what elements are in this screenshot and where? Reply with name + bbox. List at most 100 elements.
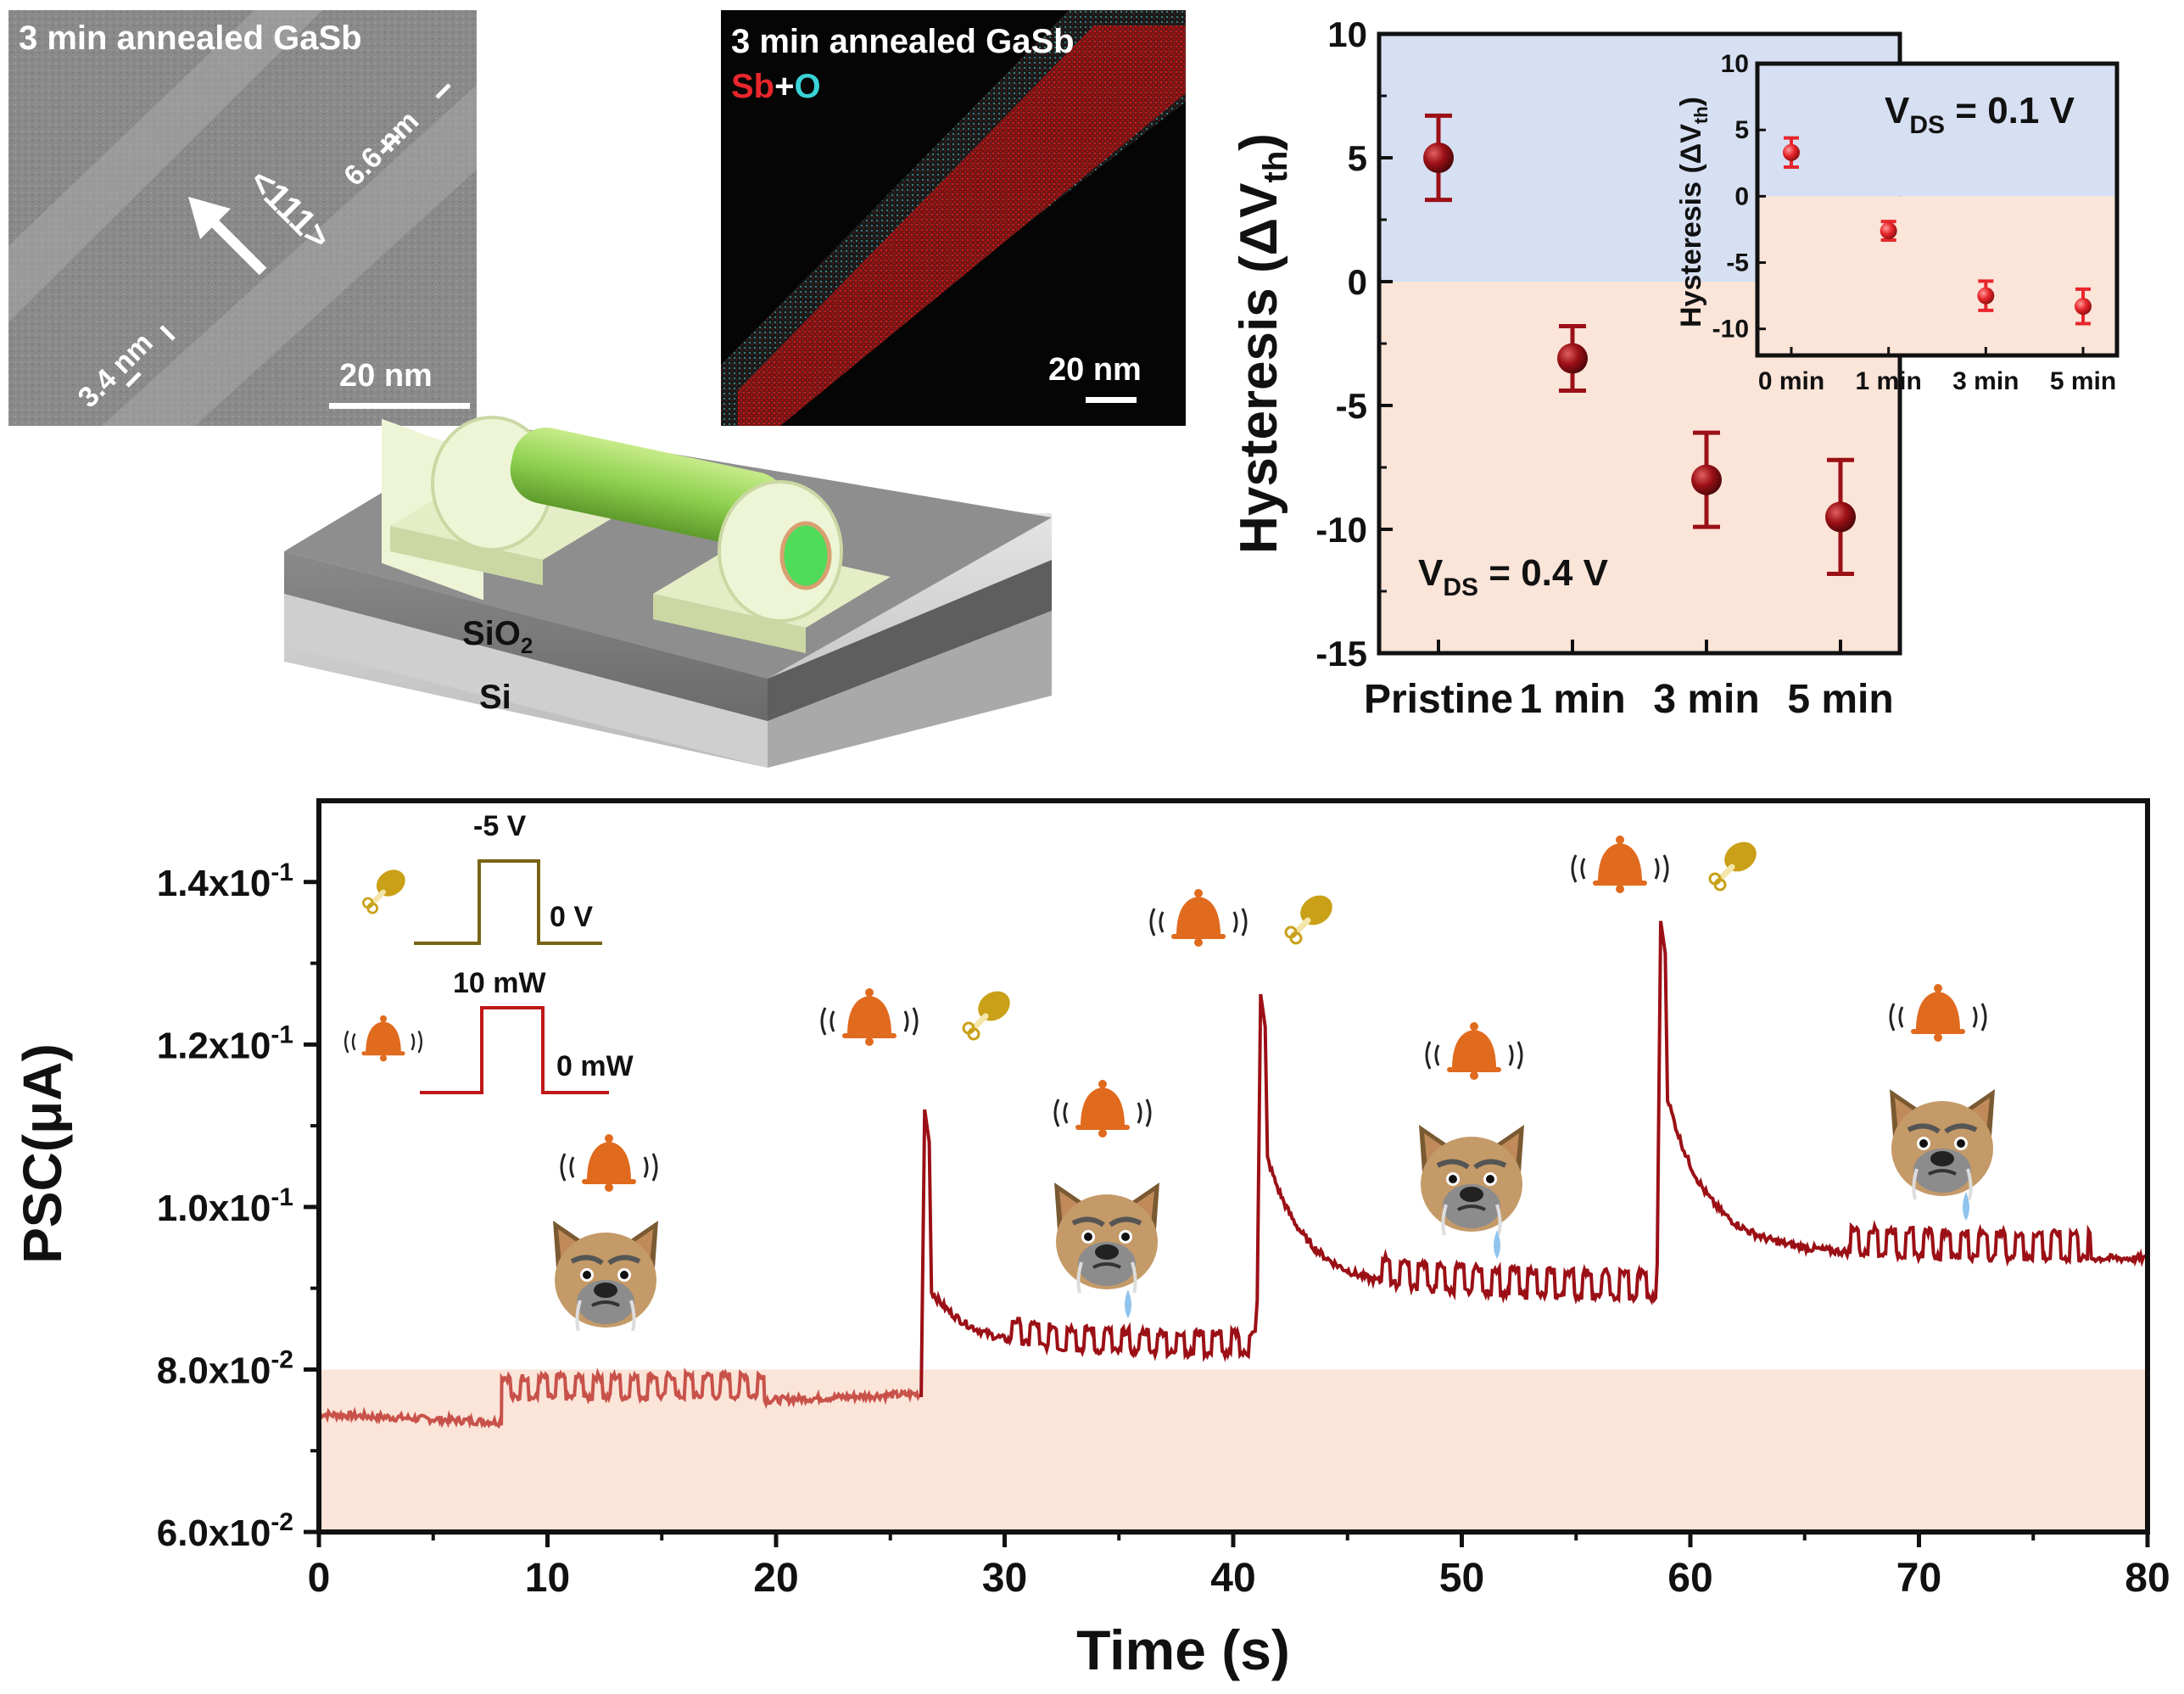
cartoon-stage-4	[1571, 834, 1995, 1221]
psc-ticks: 0 10 20 30 40 50 60 70 80 6.0x10-2 8.0x10-2 1.0x10-…	[157, 858, 2170, 1601]
inset-ytick-label: 5	[1734, 116, 1749, 144]
nanowire-end	[779, 521, 832, 590]
psc-ylabel: PSC(μA)	[12, 1043, 73, 1264]
bell-icon	[1571, 834, 1669, 895]
tem-image-panel: 3 min annealed GaSb <111> 6.6 nm 3.4 nm …	[8, 10, 477, 426]
hysteresis-inset: -10 -5 0 5 10 0 min 1 min 3 min 5 min Hysteresis…	[1675, 50, 2120, 395]
psc-ytick-label: 1.4x10-1	[157, 858, 293, 904]
inset-xtick-label: 0 min	[1758, 367, 1824, 395]
layer-oxide-label: SiO2	[462, 615, 533, 658]
psc-xtick-label: 0	[308, 1556, 331, 1601]
psc-xtick-label: 70	[1896, 1556, 1941, 1601]
light-low-label: 0 mW	[556, 1050, 634, 1082]
psc-xtick-label: 40	[1210, 1556, 1255, 1601]
dog-face-icon	[1419, 1125, 1524, 1235]
inset-ytick-label: 10	[1721, 50, 1749, 78]
psc-series	[318, 920, 2148, 1429]
inset-point	[1977, 287, 1995, 305]
psc-ytick-label: 6.0x10-2	[157, 1508, 293, 1554]
psc-xtick-label: 60	[1667, 1556, 1712, 1601]
tem-title: 3 min annealed GaSb	[19, 20, 362, 57]
bell-icon	[1053, 1078, 1152, 1139]
psc-chart: 0 10 20 30 40 50 60 70 80 6.0x10-2 8.0x10-2 1.0x10-…	[12, 798, 2170, 1681]
bone-icon	[1286, 889, 1338, 943]
tem-scale-label: 20 nm	[339, 358, 433, 394]
psc-xtick-label: 10	[525, 1556, 570, 1601]
cartoon-stage-1	[553, 1132, 658, 1331]
device-schematic: SiO2 Si	[284, 416, 1052, 768]
psc-ytick-label: 1.0x10-1	[157, 1183, 293, 1229]
bell-icon	[560, 1132, 658, 1194]
inset-ytick-label: -5	[1726, 249, 1749, 277]
light-high-label: 10 mW	[453, 967, 546, 999]
cartoon-stage-2	[820, 985, 1159, 1318]
psc-ytick-label: 1.2x10-1	[157, 1020, 293, 1066]
psc-trace-below-threshold	[318, 1367, 921, 1429]
hysteresis-xtick-label: 1 min	[1519, 677, 1625, 722]
nanowire-rod	[510, 428, 788, 548]
inset-xtick-label: 1 min	[1855, 367, 1921, 395]
inset-annotation: VDS = 0.1 V	[1885, 90, 2075, 139]
hysteresis-xtick-label: 5 min	[1787, 677, 1893, 722]
gate-pulse-trace	[414, 859, 602, 945]
eds-legend-o: O	[794, 68, 820, 105]
bell-icon	[1425, 1020, 1523, 1082]
stimulus-legend: -5 V 0 V 10 mW 0 mW	[344, 810, 634, 1094]
dog-face-icon	[553, 1221, 658, 1331]
inset-xtick-label: 5 min	[2050, 367, 2116, 395]
hysteresis-point	[1557, 343, 1588, 374]
bell-icon	[820, 987, 919, 1048]
inset-xtick-label: 3 min	[1952, 367, 2019, 395]
hysteresis-ytick-label: -10	[1315, 510, 1367, 550]
gate-low-label: 0 V	[550, 901, 593, 933]
hysteresis-ytick-label: 0	[1348, 262, 1367, 302]
inset-point	[1783, 143, 1800, 161]
eds-scale-bar	[1086, 397, 1137, 403]
bone-icon	[1710, 836, 1762, 890]
dog-face-icon	[1054, 1182, 1159, 1293]
inset-ytick-label: 0	[1734, 182, 1749, 210]
hysteresis-ytick-label: 10	[1327, 14, 1367, 54]
hysteresis-ytick-label: 5	[1348, 138, 1367, 178]
inset-marks	[1783, 136, 2092, 326]
tem-direction-arrowhead	[188, 197, 231, 239]
inset-band-positive	[1757, 64, 2117, 197]
psc-trace-above-threshold	[919, 920, 2148, 1398]
eds-title: 3 min annealed GaSb	[731, 23, 1075, 60]
bone-icon	[964, 985, 1016, 1039]
eds-legend-plus: +	[774, 68, 794, 105]
hysteresis-ytick-label: -15	[1315, 634, 1367, 674]
bone-icon	[363, 864, 410, 913]
inset-band-negative	[1757, 196, 2117, 355]
bell-icon	[1149, 887, 1248, 948]
light-pulse-trace	[420, 1006, 609, 1094]
hysteresis-annotation: VDS = 0.4 V	[1418, 552, 1609, 601]
drool-icon	[1125, 1289, 1131, 1318]
eds-image-panel: 3 min annealed GaSb Sb+O 20 nm	[721, 10, 1186, 426]
hysteresis-marks	[1423, 113, 1856, 577]
psc-ytick-label: 8.0x10-2	[157, 1345, 293, 1391]
inset-point	[2075, 298, 2092, 316]
gate-high-label: -5 V	[473, 810, 527, 842]
psc-xtick-label: 80	[2125, 1556, 2170, 1601]
hysteresis-ytick-label: -5	[1336, 386, 1367, 426]
hysteresis-point	[1691, 464, 1722, 495]
eds-legend-sb: Sb	[731, 68, 774, 105]
tem-scale-bar	[329, 403, 470, 409]
inset-ticks: -10 -5 0 5 10 0 min 1 min 3 min 5 min	[1712, 50, 2117, 395]
hysteresis-xtick-label: 3 min	[1653, 677, 1759, 722]
psc-xtick-label: 50	[1439, 1556, 1484, 1601]
hysteresis-point	[1825, 501, 1856, 533]
eds-scale-label: 20 nm	[1048, 352, 1142, 388]
hysteresis-ticks: -15 -10 -5 0 5 10 Pristine 1 min 3 min 5 min	[1315, 14, 1893, 722]
psc-xlabel: Time (s)	[1076, 1619, 1290, 1681]
cartoon-stage-3	[1149, 887, 1524, 1259]
dog-face-icon	[1890, 1089, 1995, 1199]
hysteresis-point	[1423, 143, 1454, 173]
hysteresis-xtick-label: Pristine	[1364, 677, 1513, 722]
layer-substrate-label: Si	[479, 679, 511, 716]
psc-xtick-label: 30	[982, 1556, 1027, 1601]
inset-ytick-label: -10	[1712, 316, 1749, 344]
